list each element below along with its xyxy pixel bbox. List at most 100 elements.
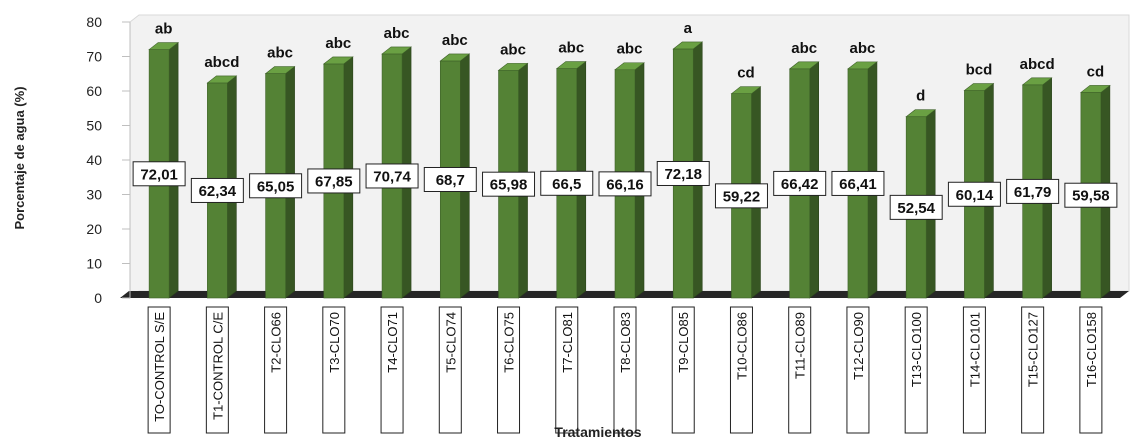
bar-top <box>963 83 995 91</box>
significance-letter: abcd <box>204 54 239 71</box>
x-axis: TO-CONTROL S/E T1-CONTROL C/E T2-CLO66 T3-C… <box>147 306 1103 434</box>
data-label: 67,85 <box>315 173 353 190</box>
significance-letter: abc <box>617 41 643 58</box>
data-label: 66,5 <box>552 176 581 193</box>
y-tick-label: 50 <box>86 118 102 134</box>
data-label-box <box>249 173 303 199</box>
significance-letter: cd <box>737 65 755 82</box>
category-label-box <box>147 306 171 434</box>
y-tick-label: 70 <box>86 49 102 65</box>
significance-letter: cd <box>1087 63 1105 80</box>
category-label-box <box>962 306 986 434</box>
data-label-box <box>598 171 652 197</box>
significance-letter: a <box>684 20 693 37</box>
data-label-box <box>889 194 943 220</box>
category-label-box <box>788 306 812 434</box>
category-label-box <box>1079 306 1103 434</box>
y-tick-label: 30 <box>86 187 102 203</box>
x-tick-label: T13-CLO100 <box>909 312 924 387</box>
data-label-box <box>423 166 477 192</box>
data-label: 60,14 <box>956 187 994 204</box>
y-tick-label: 40 <box>86 152 102 168</box>
significance-letter: abc <box>558 40 584 57</box>
y-tick-label: 60 <box>86 83 102 99</box>
data-label: 61,79 <box>1014 184 1052 201</box>
data-label-box <box>947 181 1001 207</box>
bar-top <box>322 56 354 65</box>
bar-top <box>1021 77 1053 86</box>
y-axis: 0 10 20 30 40 50 60 70 80 <box>86 14 131 306</box>
bar-top <box>788 61 820 70</box>
bar-top <box>905 109 937 118</box>
data-label: 66,41 <box>839 176 877 193</box>
x-tick-label: T4-CLO71 <box>385 312 400 373</box>
data-label-box <box>773 170 827 196</box>
x-tick-label: T12-CLO90 <box>851 312 866 380</box>
significance-letter: d <box>916 88 925 105</box>
significance-letter: abc <box>325 35 351 52</box>
x-tick-label: T6-CLO75 <box>502 312 517 373</box>
data-label: 68,7 <box>436 172 465 189</box>
significance-letter: abc <box>850 40 876 57</box>
bar-top <box>439 53 471 62</box>
data-label-box <box>482 171 536 197</box>
category-label-box <box>1021 306 1045 434</box>
bar-top <box>614 62 645 71</box>
x-tick-label: T16-CLO158 <box>1084 312 1099 387</box>
bar-top <box>381 46 412 55</box>
data-labels: ab72,01abcd62,34abc65,05abc67,85abc70,74… <box>132 20 1118 220</box>
x-tick-label: T11-CLO89 <box>793 312 808 379</box>
significance-letter: abc <box>442 32 468 49</box>
y-tick-label: 10 <box>86 256 102 272</box>
category-label-box <box>846 306 870 434</box>
category-label-box <box>555 306 579 434</box>
y-axis-title: Porcentaje de agua (%) <box>12 86 27 229</box>
x-tick-label: T10-CLO86 <box>734 312 749 380</box>
data-label: 66,16 <box>606 176 644 193</box>
data-label: 65,98 <box>490 177 528 194</box>
category-label-box <box>904 306 928 434</box>
category-label-box <box>322 306 346 434</box>
x-tick-label: T9-CLO85 <box>676 312 691 373</box>
x-axis-title: Tratamientos <box>554 424 641 440</box>
category-label-box <box>264 306 288 434</box>
data-label-box <box>540 170 594 196</box>
category-label-box <box>497 306 521 434</box>
data-label: 62,34 <box>199 183 237 200</box>
significance-letter: ab <box>155 21 173 38</box>
category-label-box <box>438 306 462 434</box>
data-label: 59,58 <box>1072 188 1110 205</box>
data-label: 72,18 <box>664 166 702 183</box>
significance-letter: abc <box>267 45 293 62</box>
data-label-box <box>365 163 419 189</box>
data-label: 72,01 <box>140 166 178 183</box>
data-label-box <box>831 170 885 196</box>
x-tick-label: T3-CLO70 <box>327 312 342 373</box>
data-label-box <box>307 168 361 194</box>
bar-top <box>730 86 762 94</box>
x-tick-label: T1-CONTROL C/E <box>210 312 225 420</box>
data-label-box <box>190 177 244 203</box>
data-label-box <box>132 161 186 187</box>
bar-top <box>148 42 179 50</box>
x-tick-label: T8-CLO83 <box>618 312 633 373</box>
data-label-box <box>714 183 768 209</box>
x-tick-label: T2-CLO66 <box>269 312 284 373</box>
x-tick-label: T5-CLO74 <box>443 312 458 373</box>
bar-top <box>206 75 238 84</box>
significance-letter: abc <box>500 41 526 58</box>
bar-top <box>555 61 587 69</box>
category-label-box <box>671 306 695 434</box>
data-label-box <box>1006 178 1060 204</box>
significance-letter: abc <box>791 40 817 57</box>
x-tick-label: T14-CLO101 <box>967 312 982 387</box>
data-label: 59,22 <box>723 188 761 205</box>
significance-letter: bcd <box>966 62 993 79</box>
bar-top <box>264 66 296 74</box>
bar-top <box>847 61 878 70</box>
y-tick-label: 20 <box>86 221 102 237</box>
x-tick-label: TO-CONTROL S/E <box>152 312 167 422</box>
data-label: 66,42 <box>781 176 819 193</box>
category-label-box <box>380 306 404 434</box>
